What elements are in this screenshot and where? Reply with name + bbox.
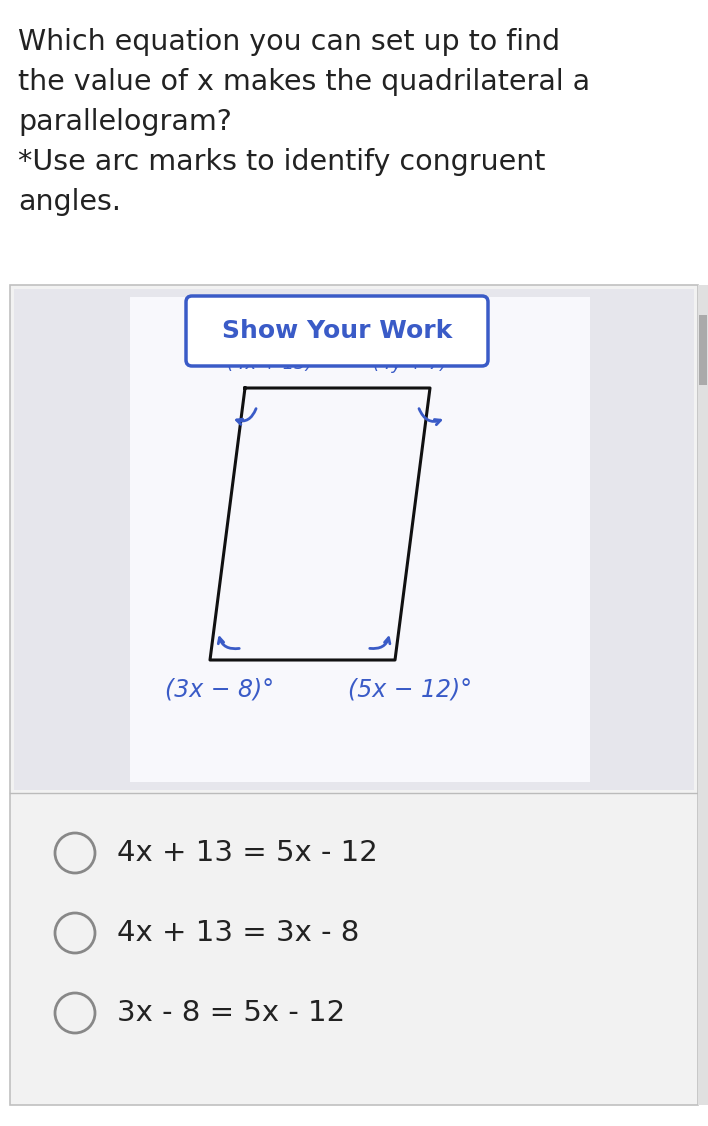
Text: Which equation you can set up to find: Which equation you can set up to find — [18, 28, 560, 56]
Text: 3x - 8 = 5x - 12: 3x - 8 = 5x - 12 — [117, 999, 345, 1027]
Bar — [699, 315, 707, 385]
Bar — [14, 289, 694, 790]
Bar — [10, 285, 698, 1105]
Text: parallelogram?: parallelogram? — [18, 108, 232, 136]
Text: angles.: angles. — [18, 188, 121, 216]
Text: (5x − 12)°: (5x − 12)° — [348, 678, 472, 701]
Text: (3x − 8)°: (3x − 8)° — [166, 678, 275, 701]
Text: (4y + 7)°: (4y + 7)° — [373, 355, 457, 373]
Bar — [130, 297, 590, 781]
Text: the value of x makes the quadrilateral a: the value of x makes the quadrilateral a — [18, 68, 590, 96]
Text: (4x + 13): (4x + 13) — [227, 355, 313, 373]
Text: *Use arc marks to identify congruent: *Use arc marks to identify congruent — [18, 148, 545, 176]
Text: 4x + 13 = 5x - 12: 4x + 13 = 5x - 12 — [117, 839, 378, 867]
Text: Show Your Work: Show Your Work — [222, 319, 452, 343]
FancyBboxPatch shape — [186, 296, 488, 366]
Bar — [698, 285, 708, 1105]
Text: 4x + 13 = 3x - 8: 4x + 13 = 3x - 8 — [117, 919, 360, 947]
